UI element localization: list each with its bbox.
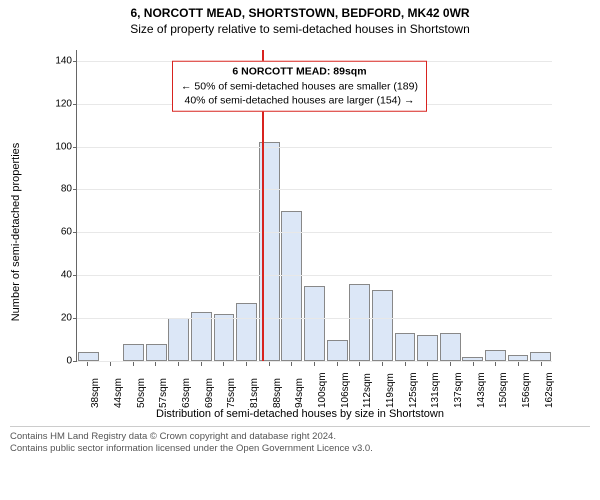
plot-region: 0204060801001201406 NORCOTT MEAD: 89sqm←…: [76, 50, 552, 362]
x-tick-mark: [87, 362, 88, 366]
x-tick-mark: [359, 362, 360, 366]
x-tick-label: 131sqm: [430, 372, 441, 408]
histogram-bar: [146, 344, 167, 361]
histogram-bar: [281, 211, 302, 361]
histogram-bar: [349, 284, 370, 361]
grid-line: [77, 318, 552, 319]
chart-area: Number of semi-detached properties 02040…: [40, 42, 560, 422]
x-tick-label: 125sqm: [408, 372, 419, 408]
x-tick-mark: [223, 362, 224, 366]
x-tick-mark: [291, 362, 292, 366]
histogram-bar: [214, 314, 235, 361]
histogram-bar: [485, 350, 506, 361]
x-tick-mark: [246, 362, 247, 366]
x-tick-label: 143sqm: [476, 372, 487, 408]
x-tick-label: 162sqm: [544, 372, 555, 408]
histogram-bar: [395, 333, 416, 361]
histogram-bar: [530, 352, 551, 361]
histogram-bar: [236, 303, 257, 361]
x-tick-label: 69sqm: [204, 378, 215, 408]
x-tick-label: 119sqm: [385, 373, 396, 408]
footer-line2: Contains public sector information licen…: [10, 443, 590, 455]
x-tick-mark: [269, 362, 270, 366]
histogram-bar: [304, 286, 325, 361]
x-tick-label: 88sqm: [272, 378, 283, 408]
x-tick-mark: [110, 362, 111, 366]
x-tick-label: 57sqm: [158, 378, 169, 408]
x-tick-mark: [495, 362, 496, 366]
annotation-line: 40% of semi-detached houses are larger (…: [181, 94, 418, 108]
x-tick-label: 94sqm: [294, 378, 305, 408]
histogram-bar: [78, 352, 99, 361]
y-tick-label: 80: [61, 184, 77, 195]
y-tick-label: 120: [55, 98, 77, 109]
histogram-bar: [168, 318, 189, 361]
footer: Contains HM Land Registry data © Crown c…: [10, 426, 590, 456]
histogram-bar: [123, 344, 144, 361]
x-tick-mark: [518, 362, 519, 366]
x-tick-label: 75sqm: [226, 378, 237, 408]
x-tick-label: 150sqm: [498, 372, 509, 408]
x-tick-mark: [541, 362, 542, 366]
annotation-title: 6 NORCOTT MEAD: 89sqm: [181, 65, 418, 79]
x-tick-label: 112sqm: [362, 373, 373, 408]
grid-line: [77, 189, 552, 190]
x-tick-mark: [473, 362, 474, 366]
y-tick-label: 20: [61, 313, 77, 324]
y-tick-label: 140: [55, 55, 77, 66]
x-tick-mark: [337, 362, 338, 366]
x-axis-label: Distribution of semi-detached houses by …: [40, 408, 560, 420]
x-tick-label: 50sqm: [136, 378, 147, 408]
y-tick-label: 100: [55, 141, 77, 152]
x-tick-label: 100sqm: [317, 372, 328, 408]
x-tick-mark: [155, 362, 156, 366]
y-axis-label: Number of semi-detached properties: [10, 143, 22, 322]
x-tick-mark: [427, 362, 428, 366]
x-tick-label: 137sqm: [453, 372, 464, 408]
chart-container: 6, NORCOTT MEAD, SHORTSTOWN, BEDFORD, MK…: [0, 0, 600, 500]
x-tick-label: 44sqm: [113, 378, 124, 408]
x-tick-label: 63sqm: [181, 378, 192, 408]
x-tick-mark: [133, 362, 134, 366]
grid-line: [77, 232, 552, 233]
histogram-bar: [327, 340, 348, 361]
x-tick-mark: [201, 362, 202, 366]
x-tick-label: 106sqm: [340, 372, 351, 408]
histogram-bar: [417, 335, 438, 361]
x-tick-mark: [314, 362, 315, 366]
x-tick-label: 156sqm: [521, 372, 532, 408]
y-tick-label: 0: [66, 356, 77, 367]
x-tick-label: 81sqm: [249, 378, 260, 408]
annotation-box: 6 NORCOTT MEAD: 89sqm← 50% of semi-detac…: [172, 61, 427, 112]
x-tick-mark: [450, 362, 451, 366]
footer-line1: Contains HM Land Registry data © Crown c…: [10, 431, 590, 443]
annotation-line: ← 50% of semi-detached houses are smalle…: [181, 79, 418, 93]
x-tick-label: 38sqm: [90, 378, 101, 408]
histogram-bar: [372, 290, 393, 361]
x-tick-mark: [405, 362, 406, 366]
histogram-bar: [440, 333, 461, 361]
x-tick-mark: [382, 362, 383, 366]
chart-title-line1: 6, NORCOTT MEAD, SHORTSTOWN, BEDFORD, MK…: [130, 6, 469, 20]
grid-line: [77, 147, 552, 148]
grid-line: [77, 275, 552, 276]
y-tick-label: 40: [61, 270, 77, 281]
y-tick-label: 60: [61, 227, 77, 238]
x-tick-mark: [178, 362, 179, 366]
chart-title-line2: Size of property relative to semi-detach…: [130, 22, 470, 36]
